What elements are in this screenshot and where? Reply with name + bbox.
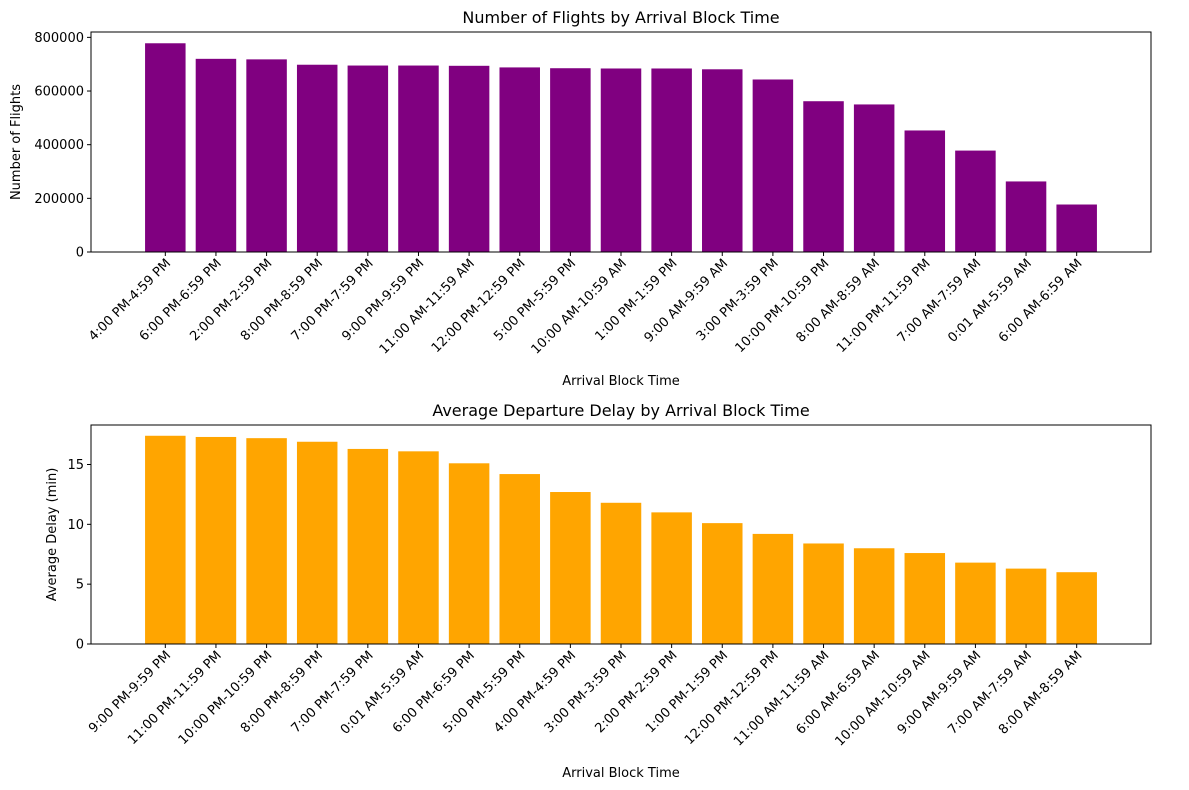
x-tick-label: 9:00 AM-9:59 AM	[895, 648, 984, 737]
bar	[904, 553, 946, 644]
y-tick-label: 15	[67, 458, 84, 473]
x-tick-label: 10:00 AM-10:59 AM	[832, 648, 933, 749]
bar	[904, 130, 946, 252]
chart-title: Number of Flights by Arrival Block Time	[462, 8, 779, 27]
plot-frame	[90, 31, 1152, 253]
bar	[145, 43, 186, 252]
y-tick-label: 200000	[34, 192, 84, 207]
bars	[145, 435, 1097, 644]
bar	[1056, 572, 1097, 644]
bar	[752, 533, 794, 644]
x-tick-label: 8:00 AM-8:59 AM	[996, 648, 1085, 737]
bar	[803, 101, 844, 252]
y-tick-label: 800000	[34, 31, 84, 46]
y-axis-label: Number of Flights	[9, 84, 24, 200]
bar	[195, 436, 237, 644]
x-tick-label: 10:00 PM-10:59 PM	[733, 256, 833, 356]
x-tick-label: 12:00 PM-12:59 PM	[429, 256, 529, 356]
bar	[145, 435, 186, 644]
x-tick-label: 9:00 AM-9:59 AM	[642, 256, 731, 345]
x-tick-label: 4:00 PM-4:59 PM	[86, 256, 174, 344]
bar	[955, 562, 996, 644]
bar	[1005, 568, 1047, 644]
bar	[499, 67, 540, 252]
x-tick-label: 11:00 PM-11:59 PM	[834, 256, 934, 356]
y-tick-label: 10	[67, 518, 84, 533]
x-tick-label: 11:00 AM-11:59 AM	[731, 648, 832, 749]
x-axis-label: Arrival Block Time	[562, 766, 679, 781]
x-tick-label: 11:00 AM-11:59 AM	[377, 256, 478, 357]
x-tick-label: 12:00 PM-12:59 PM	[682, 648, 782, 748]
x-tick-label: 0:01 AM-5:59 AM	[945, 256, 1034, 345]
bar	[448, 463, 490, 644]
chart-title: Average Departure Delay by Arrival Block…	[432, 401, 809, 420]
y-tick-label: 0	[76, 638, 84, 653]
bar	[296, 441, 338, 644]
bar	[296, 64, 338, 252]
x-tick-label: 6:00 AM-6:59 AM	[793, 648, 882, 737]
x-ticks: 4:00 PM-4:59 PM6:00 PM-6:59 PM2:00 PM-2:…	[86, 252, 1086, 357]
bar	[651, 512, 692, 644]
x-tick-label: 6:00 AM-6:59 AM	[996, 256, 1085, 345]
y-tick-label: 0	[76, 246, 84, 261]
bar	[195, 58, 237, 252]
flights-chart: Number of Flights by Arrival Block Time …	[9, 8, 1152, 389]
bar	[600, 502, 642, 644]
bar	[347, 448, 389, 644]
y-tick-label: 400000	[34, 138, 84, 153]
bar	[1056, 204, 1097, 252]
bar	[448, 65, 490, 253]
y-ticks: 0 5 10 15	[67, 458, 91, 653]
bar	[853, 104, 895, 252]
x-tick-label: 8:00 AM-8:59 AM	[793, 256, 882, 345]
x-tick-label: 7:00 AM-7:59 AM	[945, 648, 1034, 737]
bar	[752, 79, 794, 252]
bar	[246, 438, 287, 644]
bar	[550, 68, 591, 252]
y-tick-label: 600000	[34, 85, 84, 100]
y-tick-label: 5	[76, 578, 84, 593]
bar	[853, 548, 895, 644]
y-axis-label: Average Delay (min)	[45, 468, 60, 602]
x-tick-label: 0:01 AM-5:59 AM	[338, 648, 427, 737]
bar	[347, 65, 389, 252]
bar	[702, 523, 743, 644]
bar	[1005, 181, 1047, 252]
plot-frame	[90, 424, 1152, 645]
bar	[398, 451, 439, 644]
bars	[145, 43, 1097, 253]
x-tick-label: 7:00 AM-7:59 AM	[895, 256, 984, 345]
x-tick-label: 10:00 PM-10:59 PM	[176, 648, 276, 748]
y-ticks: 0 200000 400000 600000 800000	[34, 31, 91, 261]
bar	[550, 492, 591, 644]
bar	[499, 474, 540, 644]
x-tick-label: 10:00 AM-10:59 AM	[529, 256, 630, 357]
bar	[803, 543, 844, 644]
bar	[246, 59, 287, 253]
x-tick-label: 11:00 PM-11:59 PM	[125, 648, 225, 748]
delay-chart: Average Departure Delay by Arrival Block…	[45, 401, 1152, 781]
x-tick-label: 9:00 PM-9:59 PM	[86, 648, 174, 736]
bar	[600, 68, 642, 252]
bar	[955, 150, 996, 252]
bar	[651, 68, 692, 252]
bar	[398, 65, 439, 252]
x-axis-label: Arrival Block Time	[562, 374, 679, 389]
bar	[702, 69, 743, 252]
